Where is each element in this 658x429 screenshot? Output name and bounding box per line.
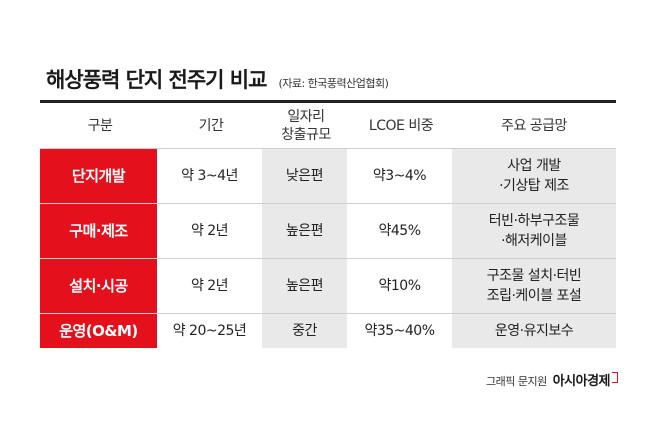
jobs-cell: 높은편	[262, 259, 350, 313]
table-row: 단지개발 약 3~4년 낮은편 약3~4% 사업 개발 ·기상탑 제조	[40, 149, 616, 204]
brand-mark-icon	[612, 372, 618, 383]
jobs-cell: 낮은편	[262, 149, 350, 203]
period-cell: 약 2년	[160, 204, 262, 258]
supply-cell: 구조물 설치·터빈 조립·케이블 포설	[452, 259, 616, 313]
supply-text: 사업 개발 ·기상탑 제조	[499, 158, 569, 194]
table-row: 운영(O&M) 약 20~25년 중간 약35~40% 운영·유지보수	[40, 314, 616, 348]
period-cell: 약 3~4년	[160, 149, 262, 203]
period-cell: 약 2년	[160, 259, 262, 313]
source-note: (자료: 한국풍력산업협회)	[278, 77, 389, 90]
supply-cell: 사업 개발 ·기상탑 제조	[452, 149, 616, 203]
lcoe-cell: 약35~40%	[350, 314, 452, 348]
page-title: 해상풍력 단지 전주기 비교	[46, 68, 267, 92]
jobs-cell: 중간	[262, 314, 350, 348]
title-row: 해상풍력 단지 전주기 비교 (자료: 한국풍력산업협회)	[46, 64, 389, 94]
column-header: 주요 공급망	[501, 118, 567, 134]
category-cell: 운영(O&M)	[40, 314, 160, 348]
column-header-label: 일자리 창출규모	[281, 109, 331, 143]
title-divider	[40, 100, 616, 103]
supply-text: 터빈·하부구조물 ·해저케이블	[488, 213, 580, 249]
credit-line: 그래픽 문지원 아시아경제	[486, 370, 618, 389]
jobs-cell: 높은편	[262, 204, 350, 258]
column-header: 기간	[198, 118, 224, 134]
lcoe-cell: 약3~4%	[350, 149, 452, 203]
category-cell: 구매·제조	[40, 204, 160, 258]
category-cell: 단지개발	[40, 149, 160, 203]
graphic-credit: 그래픽 문지원	[485, 375, 547, 388]
table-header: 구분 기간 일자리 창출규모 LCOE 비중 주요 공급망	[40, 104, 616, 149]
supply-text: 운영·유지보수	[494, 323, 574, 339]
table-row: 설치·시공 약 2년 높은편 약10% 구조물 설치·터빈 조립·케이블 포설	[40, 259, 616, 314]
period-cell: 약 20~25년	[160, 314, 262, 348]
column-header: 구분	[87, 118, 113, 134]
table-row: 구매·제조 약 2년 높은편 약45% 터빈·하부구조물 ·해저케이블	[40, 204, 616, 259]
column-header: 일자리 창출규모	[262, 108, 350, 144]
lcoe-cell: 약10%	[350, 259, 452, 313]
lcoe-cell: 약45%	[350, 204, 452, 258]
brand-logo: 아시아경제	[552, 374, 611, 389]
comparison-table: 구분 기간 일자리 창출규모 LCOE 비중 주요 공급망 단지개발 약 3~4…	[40, 104, 616, 348]
category-cell: 설치·시공	[40, 259, 160, 313]
supply-cell: 터빈·하부구조물 ·해저케이블	[452, 204, 616, 258]
supply-text: 구조물 설치·터빈 조립·케이블 포설	[486, 268, 582, 304]
supply-cell: 운영·유지보수	[452, 314, 616, 348]
column-header: LCOE 비중	[368, 118, 434, 134]
